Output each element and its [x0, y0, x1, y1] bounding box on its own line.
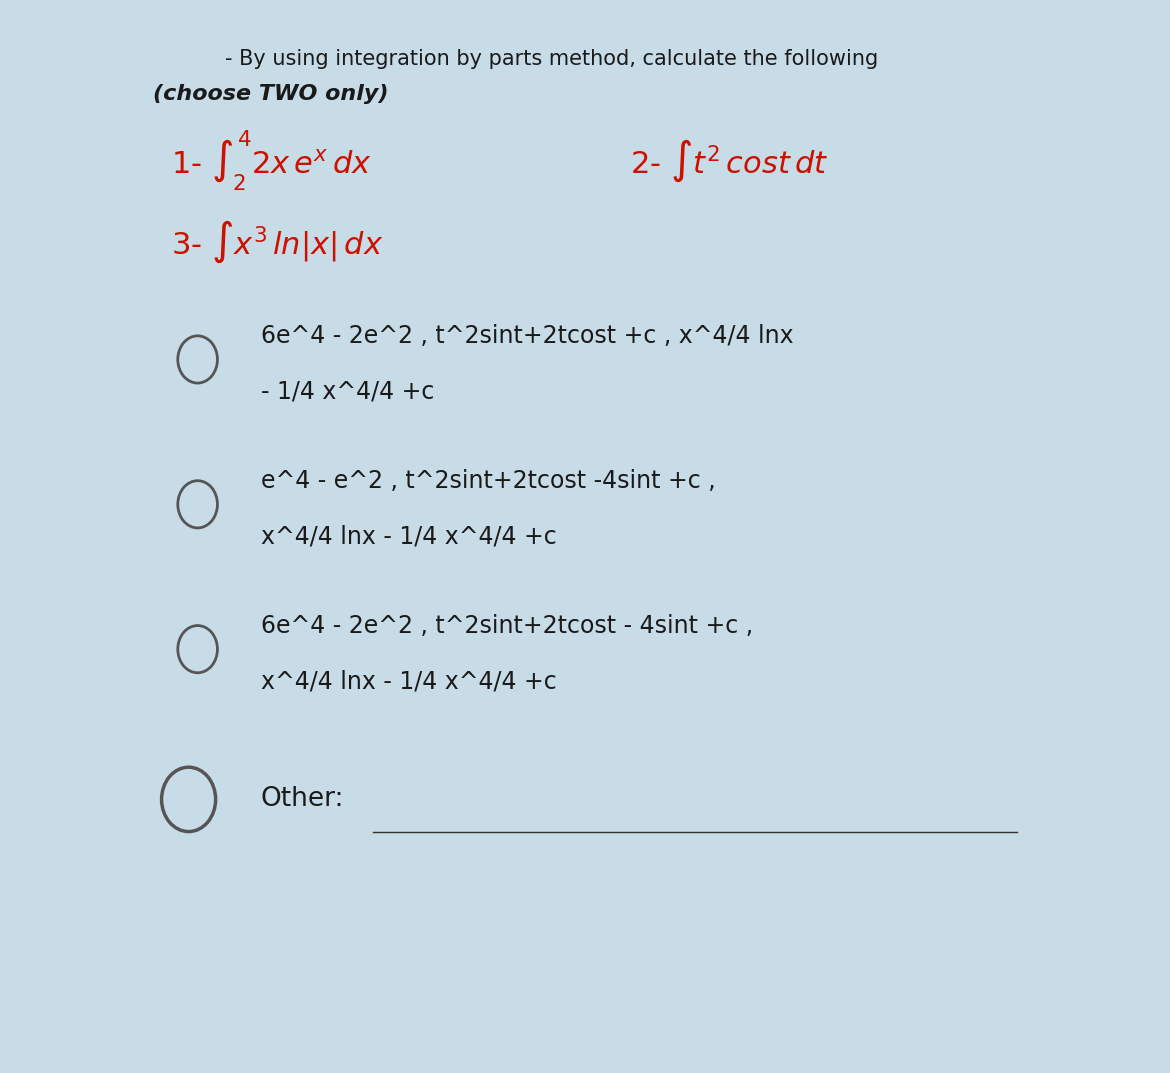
Text: $\mathbf{\mathit{1\text{-}}}$ $\mathbf{\mathit{\int_2^4 2x\, e^x\, dx}}$: $\mathbf{\mathit{1\text{-}}}$ $\mathbf{\… — [171, 129, 372, 193]
Text: Other:: Other: — [261, 787, 344, 812]
Text: 6e^4 - 2e^2 , t^2sint+2tcost - 4sint +c ,: 6e^4 - 2e^2 , t^2sint+2tcost - 4sint +c … — [261, 614, 752, 637]
Text: e^4 - e^2 , t^2sint+2tcost -4sint +c ,: e^4 - e^2 , t^2sint+2tcost -4sint +c , — [261, 469, 715, 493]
Text: 6e^4 - 2e^2 , t^2sint+2tcost +c , x^4/4 lnx: 6e^4 - 2e^2 , t^2sint+2tcost +c , x^4/4 … — [261, 324, 793, 348]
Text: x^4/4 lnx - 1/4 x^4/4 +c: x^4/4 lnx - 1/4 x^4/4 +c — [261, 525, 557, 548]
Text: - 1/4 x^4/4 +c: - 1/4 x^4/4 +c — [261, 380, 434, 403]
Text: $\mathbf{\mathit{2\text{-}}}$ $\mathbf{\mathit{\int t^2\, cost\, dt}}$: $\mathbf{\mathit{2\text{-}}}$ $\mathbf{\… — [631, 137, 828, 185]
Text: x^4/4 lnx - 1/4 x^4/4 +c: x^4/4 lnx - 1/4 x^4/4 +c — [261, 670, 557, 693]
Text: - By using integration by parts method, calculate the following: - By using integration by parts method, … — [225, 49, 878, 69]
Text: $\mathbf{\mathit{3\text{-}}}$ $\mathbf{\mathit{\int x^3\, ln|x|\, dx}}$: $\mathbf{\mathit{3\text{-}}}$ $\mathbf{\… — [171, 218, 383, 265]
Text: (choose TWO only): (choose TWO only) — [152, 85, 388, 104]
